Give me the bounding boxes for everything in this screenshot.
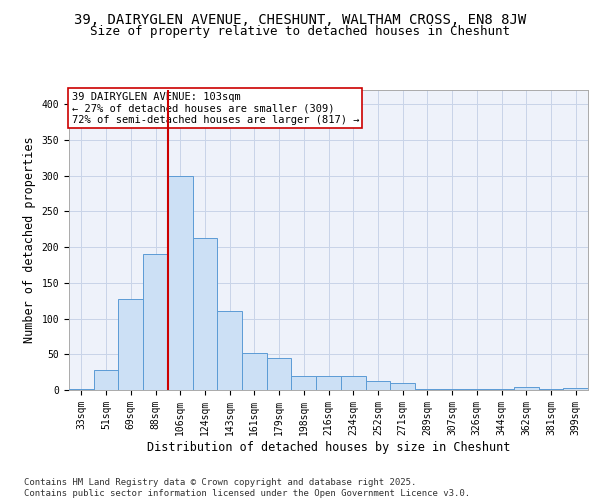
Bar — [69, 388, 94, 390]
Bar — [193, 238, 217, 390]
Text: Size of property relative to detached houses in Cheshunt: Size of property relative to detached ho… — [90, 25, 510, 38]
Y-axis label: Number of detached properties: Number of detached properties — [23, 136, 36, 344]
Bar — [217, 312, 242, 390]
Bar — [292, 376, 316, 390]
Text: 39 DAIRYGLEN AVENUE: 103sqm
← 27% of detached houses are smaller (309)
72% of se: 39 DAIRYGLEN AVENUE: 103sqm ← 27% of det… — [71, 92, 359, 124]
Text: 39, DAIRYGLEN AVENUE, CHESHUNT, WALTHAM CROSS, EN8 8JW: 39, DAIRYGLEN AVENUE, CHESHUNT, WALTHAM … — [74, 12, 526, 26]
Bar — [242, 353, 267, 390]
Bar — [390, 383, 415, 390]
Bar — [316, 376, 341, 390]
Bar — [365, 380, 390, 390]
Bar — [267, 358, 292, 390]
Bar — [168, 176, 193, 390]
Bar — [563, 388, 588, 390]
Bar — [143, 254, 168, 390]
Bar — [94, 370, 118, 390]
Bar — [341, 376, 365, 390]
Bar — [118, 298, 143, 390]
Text: Contains HM Land Registry data © Crown copyright and database right 2025.
Contai: Contains HM Land Registry data © Crown c… — [24, 478, 470, 498]
Bar — [514, 387, 539, 390]
X-axis label: Distribution of detached houses by size in Cheshunt: Distribution of detached houses by size … — [147, 440, 510, 454]
